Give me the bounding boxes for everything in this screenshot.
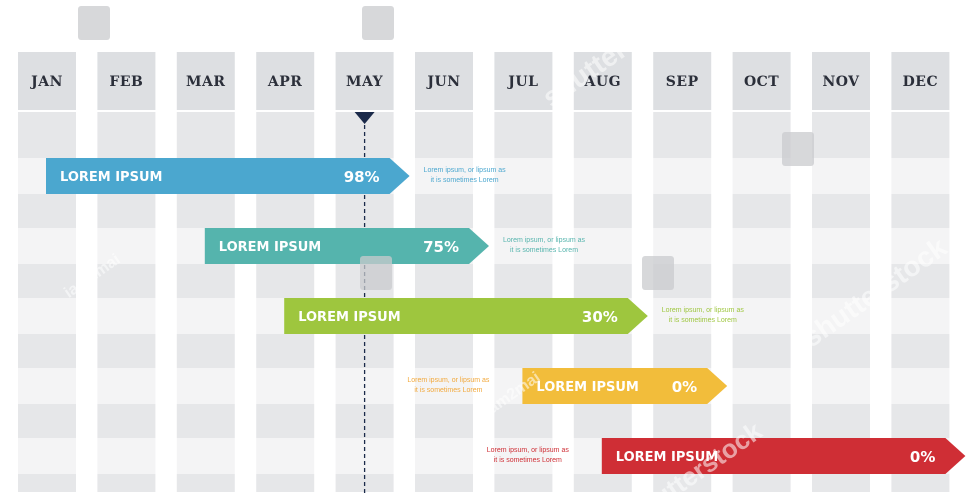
task-note-line: Lorem ipsum, or lipsum as [407, 377, 490, 384]
watermark-logo [360, 256, 392, 290]
month-header-dec [891, 52, 950, 110]
task-progress: 98% [344, 168, 380, 186]
month-headers: JAN FEB MAR APR MAY JUN JUL AUG SEP OCT NOV DEC [18, 52, 950, 110]
month-header-jul [494, 52, 553, 110]
month-label: APR [267, 74, 303, 90]
task-arrow [284, 298, 648, 334]
month-header-oct [732, 52, 791, 110]
task-arrow [204, 228, 490, 264]
task-note-line: Lorem ipsum, or lipsum as [503, 237, 586, 244]
task-bars: LOREM IPSUM 98% LOREM IPSUM 75% LOREM IPSUM 3… [46, 158, 966, 474]
task-notes: Lorem ipsum, or lipsum as it is sometimes… [407, 167, 744, 464]
task-note: Lorem ipsum, or lipsum as it is sometimes… [503, 237, 586, 254]
month-header-mar [176, 52, 235, 110]
task-arrow [46, 158, 410, 194]
task-note-line: Lorem ipsum, or lipsum as [662, 307, 745, 314]
task-note-line: it is sometimes Lorem [510, 247, 578, 254]
task-label: LOREM IPSUM [219, 240, 321, 255]
task-arrow [601, 438, 966, 474]
month-label: DEC [903, 74, 938, 90]
month-label: JUL [506, 74, 538, 90]
task-bar: LOREM IPSUM 30% [284, 298, 648, 334]
month-label: JAN [29, 74, 63, 90]
month-header-sep [653, 52, 712, 110]
task-progress: 0% [672, 378, 697, 396]
month-label: AUG [584, 74, 622, 90]
task-note: Lorem ipsum, or lipsum as it is sometimes… [487, 447, 570, 464]
month-header-jun [415, 52, 473, 110]
task-bar: LOREM IPSUM 98% [46, 158, 410, 194]
month-header-jan [18, 52, 76, 110]
task-progress: 30% [582, 308, 618, 326]
task-note-line: Lorem ipsum, or lipsum as [487, 447, 570, 454]
month-label: FEB [109, 74, 143, 90]
watermark-logo [78, 6, 110, 40]
task-note-line: it is sometimes Lorem [669, 317, 737, 324]
task-note-line: Lorem ipsum, or lipsum as [424, 167, 507, 174]
task-note-line: it is sometimes Lorem [414, 387, 482, 394]
month-header-apr [256, 52, 315, 110]
task-label: LOREM IPSUM [616, 450, 718, 465]
month-header-may [335, 52, 394, 110]
month-label: MAY [346, 74, 384, 90]
month-label: OCT [744, 74, 779, 90]
task-note-line: it is sometimes Lorem [431, 177, 499, 184]
task-label: LOREM IPSUM [60, 170, 162, 185]
current-month-marker [354, 112, 375, 494]
month-label: SEP [666, 74, 699, 90]
month-label: NOV [822, 74, 860, 90]
task-arrow [522, 368, 728, 404]
task-label: LOREM IPSUM [298, 310, 400, 325]
task-progress: 75% [423, 238, 459, 256]
task-bar: LOREM IPSUM 0% [522, 368, 728, 404]
month-header-feb [97, 52, 156, 110]
task-label: LOREM IPSUM [536, 380, 638, 395]
task-bar: LOREM IPSUM 0% [601, 438, 966, 474]
month-label: JUN [425, 74, 460, 90]
month-header-nov [812, 52, 870, 110]
task-note: Lorem ipsum, or lipsum as it is sometimes… [662, 307, 745, 324]
task-note: Lorem ipsum, or lipsum as it is sometimes… [424, 167, 507, 184]
watermark-logo [782, 132, 814, 166]
task-note: Lorem ipsum, or lipsum as it is sometimes… [407, 377, 490, 394]
task-note-line: it is sometimes Lorem [494, 457, 562, 464]
row-band [0, 368, 976, 404]
task-bar: LOREM IPSUM 75% [204, 228, 490, 264]
watermark-logo [642, 256, 674, 290]
current-month-pointer [354, 112, 375, 124]
watermark-logo [362, 6, 394, 40]
month-label: MAR [186, 74, 226, 90]
task-progress: 0% [910, 448, 935, 466]
month-header-aug [573, 52, 632, 110]
